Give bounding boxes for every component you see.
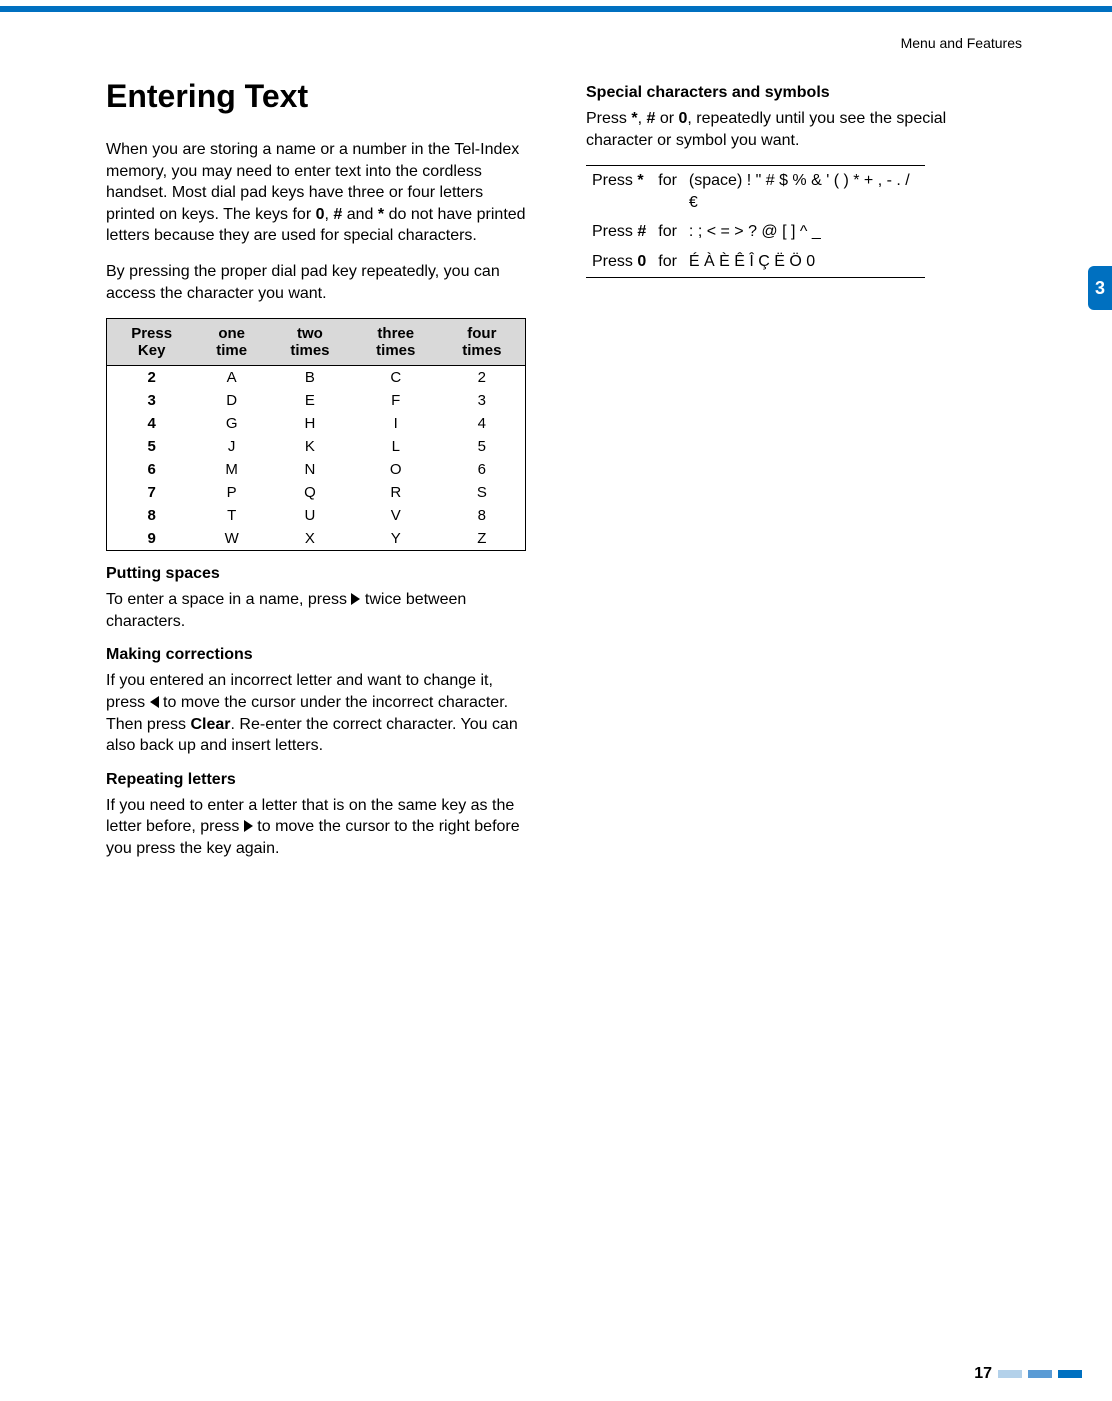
text-fragment: To enter a space in a name, press (106, 591, 351, 608)
page-number-bar: 17 (974, 1365, 1082, 1383)
press-key-cell: Press * (586, 166, 652, 218)
press-key-cell: Press 0 (586, 247, 652, 277)
table-cell: Q (267, 481, 353, 504)
table-cell: E (267, 389, 353, 412)
table-cell: H (267, 412, 353, 435)
table-cell: C (353, 366, 439, 390)
table-cell: 5 (439, 435, 526, 458)
chars-cell: É À È Ê Î Ç Ë Ö 0 (683, 247, 925, 277)
table-row: 8TUV8 (107, 504, 526, 527)
table-row: 4GHI4 (107, 412, 526, 435)
th-two-times: twotimes (267, 319, 353, 366)
right-column: Special characters and symbols Press *, … (586, 78, 1006, 874)
table-cell: B (267, 366, 353, 390)
for-cell: for (652, 247, 683, 277)
chars-cell: (space) ! " # $ % & ' ( ) * + , - . / € (683, 166, 925, 218)
table-cell: J (196, 435, 267, 458)
repeating-letters-text: If you need to enter a letter that is on… (106, 795, 526, 860)
right-arrow-icon (244, 820, 253, 832)
table-cell: I (353, 412, 439, 435)
dialpad-table: PressKey onetime twotimes threetimes fou… (106, 318, 526, 551)
making-corrections-text: If you entered an incorrect letter and w… (106, 670, 526, 756)
table-cell: 9 (107, 527, 197, 551)
th-one-time: onetime (196, 319, 267, 366)
repeating-letters-head: Repeating letters (106, 771, 526, 789)
special-characters-head: Special characters and symbols (586, 84, 1006, 102)
table-cell: 4 (439, 412, 526, 435)
table-cell: 6 (107, 458, 197, 481)
for-cell: for (652, 166, 683, 218)
table-cell: 6 (439, 458, 526, 481)
pagebar-seg-mid (1028, 1370, 1052, 1378)
pagebar-seg-dark (1058, 1370, 1082, 1378)
table-cell: P (196, 481, 267, 504)
table-cell: 2 (439, 366, 526, 390)
table-cell: Y (353, 527, 439, 551)
table-cell: 5 (107, 435, 197, 458)
table-row: Press 0forÉ À È Ê Î Ç Ë Ö 0 (586, 247, 925, 277)
table-cell: 3 (107, 389, 197, 412)
table-cell: S (439, 481, 526, 504)
making-corrections-head: Making corrections (106, 646, 526, 664)
table-cell: 2 (107, 366, 197, 390)
putting-spaces-head: Putting spaces (106, 565, 526, 583)
table-cell: U (267, 504, 353, 527)
table-cell: O (353, 458, 439, 481)
special-characters-table: Press *for(space) ! " # $ % & ' ( ) * + … (586, 165, 925, 277)
table-row: 9WXYZ (107, 527, 526, 551)
table-cell: 8 (107, 504, 197, 527)
table-row: 3DEF3 (107, 389, 526, 412)
table-row: 2ABC2 (107, 366, 526, 390)
table-row: 5JKL5 (107, 435, 526, 458)
table-cell: M (196, 458, 267, 481)
table-cell: 8 (439, 504, 526, 527)
th-press-key: PressKey (107, 319, 197, 366)
intro-paragraph-1: When you are storing a name or a number … (106, 139, 526, 247)
press-key-cell: Press # (586, 217, 652, 247)
table-cell: X (267, 527, 353, 551)
page-title: Entering Text (106, 78, 526, 115)
table-cell: 7 (107, 481, 197, 504)
table-cell: N (267, 458, 353, 481)
table-row: Press *for(space) ! " # $ % & ' ( ) * + … (586, 166, 925, 218)
text-fragment: If you entered an incorrect letter and w… (106, 672, 493, 711)
table-cell: L (353, 435, 439, 458)
table-row: Press #for: ; < = > ? @ [ ] ^ _ (586, 217, 925, 247)
left-arrow-icon (150, 696, 159, 708)
intro-paragraph-2: By pressing the proper dial pad key repe… (106, 261, 526, 304)
top-accent-bar (0, 6, 1112, 12)
table-row: 7PQRS (107, 481, 526, 504)
for-cell: for (652, 217, 683, 247)
table-row: 6MNO6 (107, 458, 526, 481)
putting-spaces-text: To enter a space in a name, press twice … (106, 589, 526, 632)
table-cell: K (267, 435, 353, 458)
left-column: Entering Text When you are storing a nam… (106, 78, 526, 874)
table-cell: W (196, 527, 267, 551)
table-cell: A (196, 366, 267, 390)
th-four-times: fourtimes (439, 319, 526, 366)
chapter-tab: 3 (1088, 266, 1112, 310)
table-cell: Z (439, 527, 526, 551)
th-three-times: threetimes (353, 319, 439, 366)
table-cell: T (196, 504, 267, 527)
table-cell: 3 (439, 389, 526, 412)
table-cell: 4 (107, 412, 197, 435)
pagebar-seg-light (998, 1370, 1022, 1378)
special-characters-intro: Press *, # or 0, repeatedly until you se… (586, 108, 1006, 151)
table-cell: R (353, 481, 439, 504)
table-cell: V (353, 504, 439, 527)
running-head: Menu and Features (901, 35, 1022, 51)
table-cell: G (196, 412, 267, 435)
table-cell: D (196, 389, 267, 412)
table-cell: F (353, 389, 439, 412)
page-number: 17 (974, 1365, 992, 1383)
chars-cell: : ; < = > ? @ [ ] ^ _ (683, 217, 925, 247)
